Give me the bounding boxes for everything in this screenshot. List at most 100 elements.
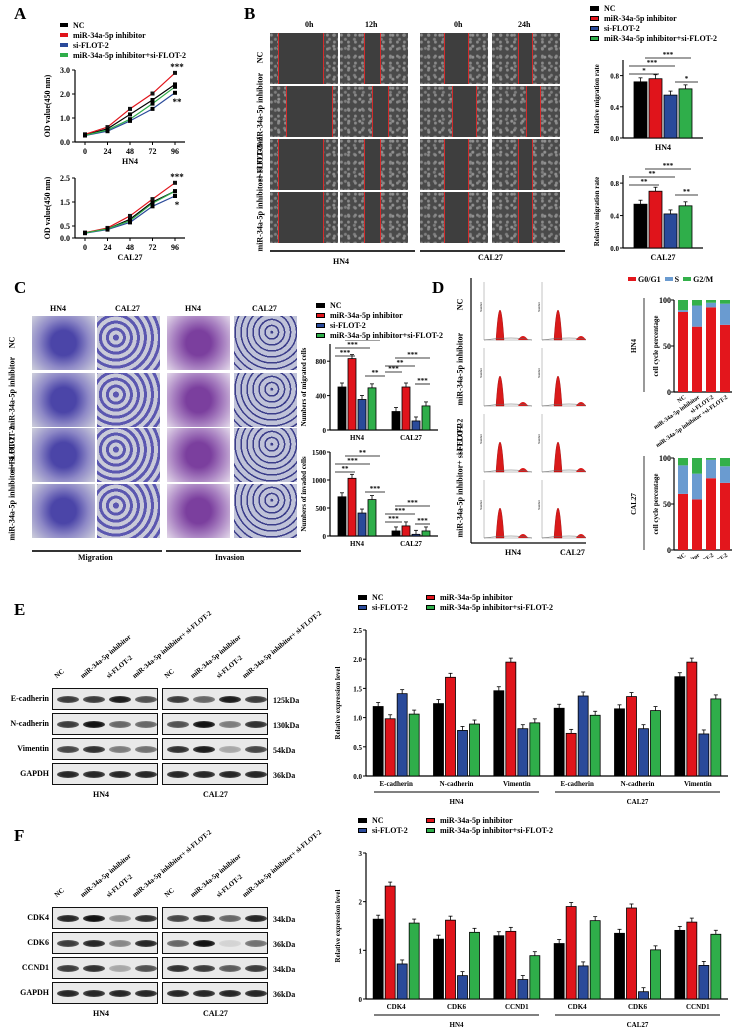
- protein-band: [245, 990, 267, 997]
- protein-band: [109, 965, 131, 972]
- svg-text:***: ***: [663, 162, 674, 170]
- bar: [517, 979, 529, 1000]
- blot-strip: [52, 957, 158, 979]
- bar: [589, 920, 601, 1000]
- bar: [337, 386, 347, 431]
- scratch-gap: [371, 86, 389, 137]
- legend-inhibitor: miR-34a-5p inhibitor: [73, 30, 146, 40]
- blot-strip: [162, 932, 268, 954]
- cell-line-label: CAL27: [203, 790, 228, 799]
- flow-cytometry-histograms: Number Number Number Number Number Number Numb…: [470, 278, 586, 544]
- kda-label: 36kDa: [273, 771, 296, 780]
- blot-strip: [162, 688, 268, 710]
- panel-a-legend: NC miR-34a-5p inhibitor si-FLOT-2 miR-34…: [60, 20, 186, 60]
- scratch-gap: [443, 139, 469, 190]
- protein-band: [193, 771, 215, 778]
- scratch-gap: [278, 139, 325, 190]
- transwell-image: [234, 484, 297, 538]
- svg-text:24: 24: [104, 147, 112, 156]
- dna-histogram: Number: [479, 348, 533, 407]
- bar: [396, 963, 408, 1000]
- time-label-0h: 0h: [305, 20, 314, 29]
- bar: [517, 728, 529, 777]
- svg-text:48: 48: [126, 243, 134, 252]
- svg-text:***: ***: [340, 349, 351, 357]
- protein-band: [193, 990, 215, 997]
- bar: [337, 496, 347, 537]
- svg-text:0: 0: [83, 243, 87, 252]
- blot-strip: [52, 688, 158, 710]
- svg-text:HN4: HN4: [122, 157, 138, 166]
- panel-d-legend: G0/G1 S G2/M: [628, 274, 713, 284]
- svg-text:0.0: 0.0: [610, 245, 619, 253]
- svg-text:Vimentin: Vimentin: [503, 780, 531, 788]
- lane-label: miR-34a-5p inhibitor+ si-FLOT-2: [240, 609, 324, 680]
- svg-text:3.0: 3.0: [60, 66, 70, 75]
- svg-text:1.5: 1.5: [60, 198, 70, 207]
- transwell-image: [167, 373, 230, 427]
- cell-line-cal27: CAL27: [478, 253, 503, 262]
- time-label-0h-cal27: 0h: [454, 20, 463, 29]
- bar: [391, 530, 401, 537]
- svg-text:CCND1: CCND1: [686, 1003, 710, 1011]
- protein-band: [109, 940, 131, 947]
- section-invasion: Invasion: [215, 553, 245, 562]
- scratch-gap: [286, 86, 333, 137]
- svg-text:0: 0: [667, 388, 671, 397]
- svg-text:96: 96: [171, 243, 179, 252]
- bar: [638, 991, 649, 1000]
- protein-label: CDK4: [27, 913, 49, 922]
- legend-nc: NC: [372, 815, 384, 825]
- protein-band: [109, 771, 131, 778]
- bar: [411, 420, 421, 431]
- svg-text:E-cadherin: E-cadherin: [379, 780, 413, 788]
- wound-image: [340, 192, 408, 243]
- svg-text:***: ***: [395, 507, 406, 515]
- bar: [633, 81, 648, 139]
- svg-text:HN4: HN4: [655, 143, 671, 152]
- protein-band: [219, 746, 241, 753]
- protein-band: [219, 915, 241, 922]
- protein-band: [167, 915, 189, 922]
- protein-band: [135, 915, 157, 922]
- protein-band: [57, 771, 79, 778]
- legend-si-flot2: si-FLOT-2: [330, 320, 366, 330]
- divider-hn4: [270, 250, 415, 252]
- svg-text:1.5: 1.5: [353, 685, 362, 693]
- legend-si-flot2: si-FLOT-2: [372, 825, 408, 835]
- divider-invasion: [166, 550, 301, 552]
- protein-band: [219, 965, 241, 972]
- col-label: HN4: [185, 304, 201, 313]
- bar: [421, 530, 431, 537]
- svg-text:Vimentin: Vimentin: [684, 780, 712, 788]
- bar: [357, 512, 367, 537]
- bar: [626, 907, 637, 1000]
- panel-f-expression-chart: 0 1 2 3 Relative expression level CDK4 CDK6 CCN…: [334, 850, 728, 1029]
- row-label: miR-34a-5p inhibitor+ si FLOT-2: [7, 426, 17, 541]
- bar: [663, 94, 678, 139]
- svg-text:CDK6: CDK6: [447, 1003, 467, 1011]
- panel-letter-f: F: [14, 826, 25, 845]
- legend-combo: miR-34a-5p inhibitor+si-FLOT-2: [330, 330, 443, 340]
- svg-text:96: 96: [171, 147, 179, 156]
- svg-text:***: ***: [357, 340, 368, 341]
- svg-text:100: 100: [659, 454, 671, 463]
- svg-text:0.0: 0.0: [60, 234, 70, 243]
- bar: [493, 690, 505, 777]
- svg-text:Number: Number: [537, 368, 541, 378]
- protein-band: [109, 915, 131, 922]
- svg-text:***: ***: [417, 377, 428, 385]
- svg-text:Relative migration rate: Relative migration rate: [593, 177, 601, 247]
- blot-strip: [52, 763, 158, 785]
- svg-text:CDK4: CDK4: [568, 1003, 588, 1011]
- protein-band: [219, 990, 241, 997]
- col-label: CAL27: [252, 304, 277, 313]
- svg-text:CAL27: CAL27: [400, 540, 422, 548]
- panel-b-legend: NC miR-34a-5p inhibitor si-FLOT-2 miR-34…: [590, 3, 717, 43]
- scratch-gap: [278, 33, 325, 84]
- protein-band: [83, 915, 105, 922]
- kda-label: 36kDa: [273, 940, 296, 949]
- protein-label: CCND1: [21, 963, 49, 972]
